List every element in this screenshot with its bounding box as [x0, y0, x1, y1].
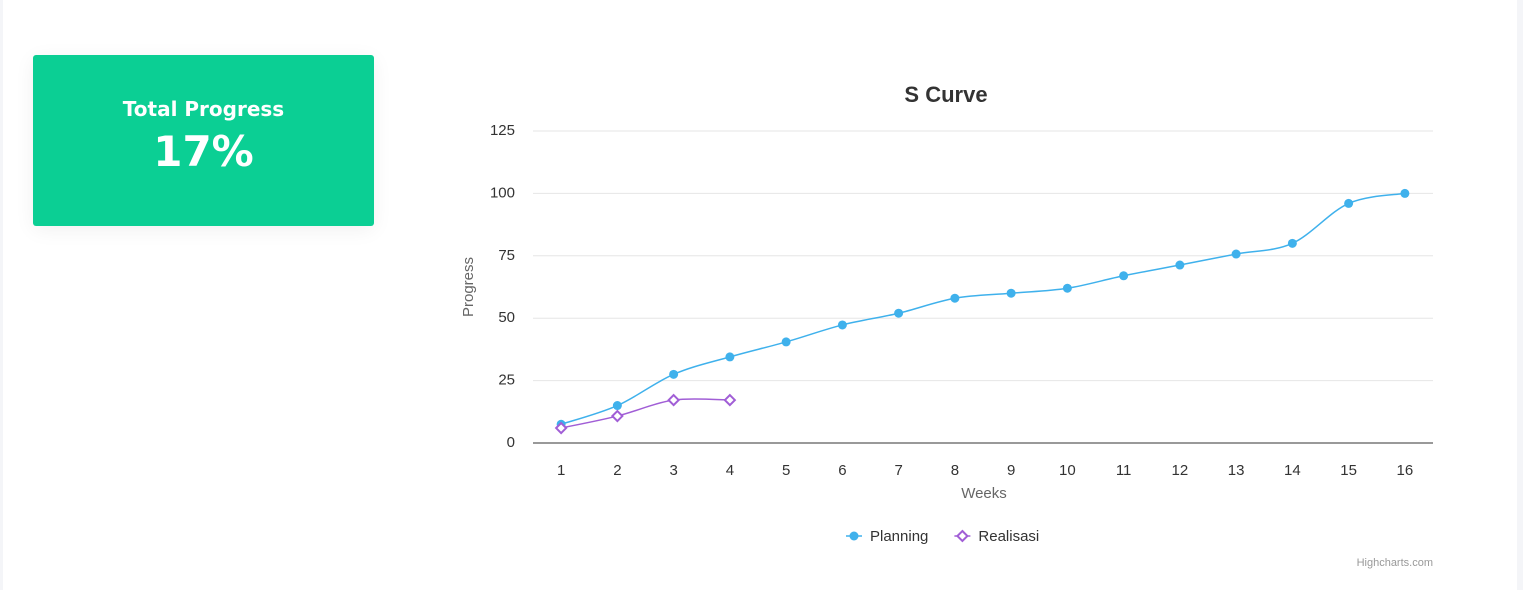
marker	[837, 320, 847, 330]
marker	[725, 352, 735, 362]
x-tick-label: 5	[782, 462, 790, 479]
chart-title: S Curve	[904, 82, 987, 107]
marker	[1287, 238, 1297, 248]
marker	[950, 293, 960, 303]
x-tick-label: 2	[613, 462, 621, 479]
y-tick-label: 50	[498, 309, 515, 326]
x-tick-label: 11	[1116, 462, 1132, 479]
y-tick-label: 75	[498, 247, 515, 264]
marker	[723, 393, 737, 407]
marker	[1231, 249, 1241, 259]
marker	[1119, 271, 1129, 281]
marker	[554, 421, 568, 435]
marker	[669, 369, 679, 379]
marker	[1062, 283, 1072, 293]
y-tick-label: 100	[490, 184, 515, 201]
marker	[849, 531, 859, 541]
card-title: Total Progress	[122, 97, 285, 121]
x-tick-label: 16	[1397, 462, 1414, 479]
x-tick-label: 8	[951, 462, 959, 479]
marker	[667, 393, 681, 407]
x-tick-label: 1	[557, 462, 565, 479]
x-tick-label: 10	[1059, 462, 1076, 479]
marker	[1175, 260, 1185, 270]
card-value: 17%	[153, 127, 254, 176]
legend-label: Planning	[870, 528, 928, 545]
x-tick-label: 3	[669, 462, 677, 479]
marker	[955, 529, 969, 543]
marker	[610, 409, 624, 423]
x-axis-label: Weeks	[961, 485, 1007, 502]
y-tick-label: 25	[498, 372, 515, 389]
content: Total Progress 17%	[3, 0, 1517, 590]
progress-card: Total Progress 17%	[33, 55, 374, 226]
marker	[781, 337, 791, 347]
y-axis-label: Progress	[460, 257, 477, 317]
x-tick-label: 13	[1228, 462, 1245, 479]
legend-label: Realisasi	[978, 528, 1039, 545]
y-tick-label: 0	[507, 434, 515, 451]
credits: Highcharts.com	[1357, 557, 1433, 569]
x-tick-label: 15	[1340, 462, 1357, 479]
x-tick-label: 4	[726, 462, 734, 479]
marker	[1400, 188, 1410, 198]
marker	[894, 308, 904, 318]
x-tick-label: 9	[1007, 462, 1015, 479]
series-line	[560, 398, 730, 429]
y-tick-label: 125	[490, 122, 515, 139]
x-tick-label: 12	[1172, 462, 1189, 479]
marker	[612, 401, 622, 411]
x-tick-label: 14	[1284, 462, 1301, 479]
x-tick-label: 7	[894, 462, 902, 479]
marker	[1006, 288, 1016, 298]
x-tick-label: 6	[838, 462, 846, 479]
marker	[1344, 198, 1354, 208]
series-line	[560, 192, 1406, 425]
